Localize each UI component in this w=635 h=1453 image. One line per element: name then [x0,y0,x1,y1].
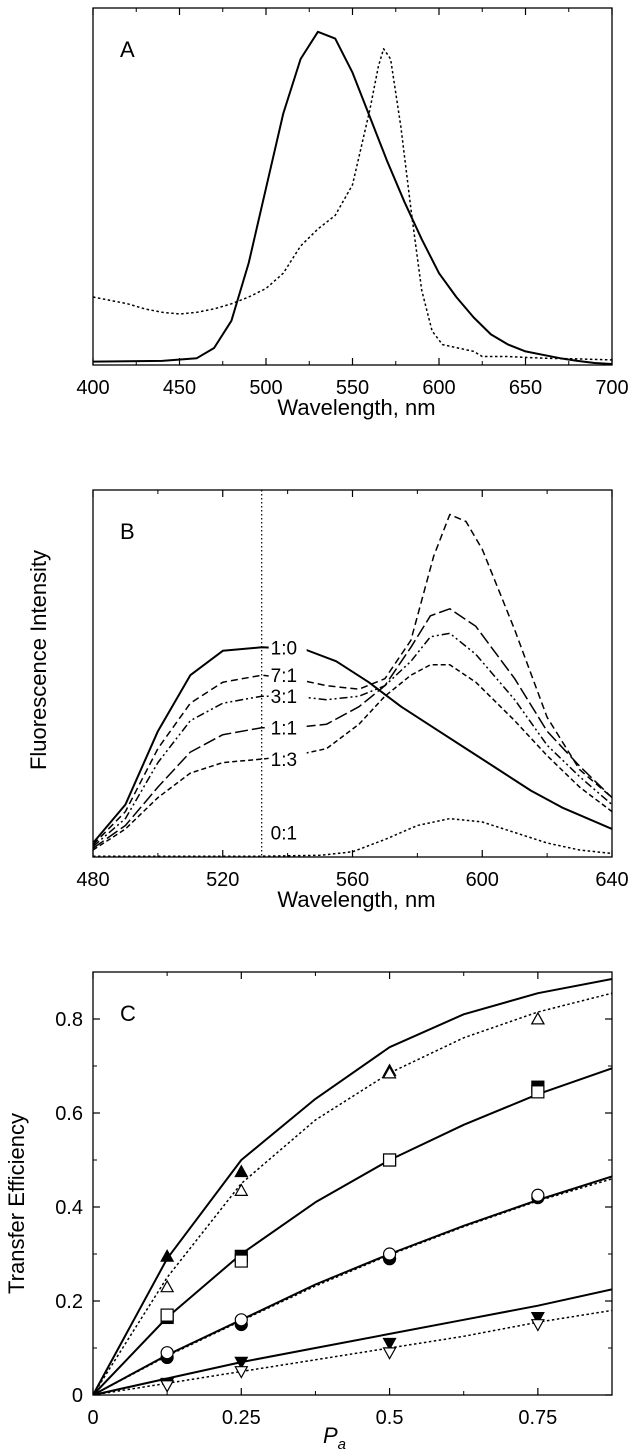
x-tick-label: 600 [466,869,499,891]
x-tick-label: 700 [595,377,628,399]
fit-curve-2 [93,1067,612,1395]
data-point-open-circle [382,1247,397,1261]
data-point-filled-triangle-down [234,1356,249,1370]
data-point-open-square [160,1308,174,1322]
x-tick-label: 0.5 [376,1407,404,1429]
data-point-filled-triangle-up [234,1164,249,1178]
series-line-7-1 [93,513,612,846]
x-tick-label: 0.25 [222,1407,261,1429]
curve-label: 1:1 [271,719,297,740]
curve-label-bg [268,749,307,771]
series-line-3-1 [93,632,612,848]
curve-label-bg [268,686,307,708]
y-axis-title: Transfer Efficiency [4,1113,29,1294]
chart-panel-B: 480 520 560 600 640 Wavelength, nm Fluorescenc… [26,489,629,912]
x-tick-label: 0.75 [518,1407,557,1429]
chart-panel-C: 0 0.25 0.5 0.75 0 0.2 0.4 0.6 0.8 Pa Transfer Effi… [4,971,613,1453]
curve-label: 3:1 [271,687,297,708]
data-point-open-circle [160,1346,174,1360]
x-axis-title: Pa [323,1423,346,1453]
curve-label: 7:1 [271,666,297,687]
data-point-filled-triangle-down [382,1337,397,1351]
x-tick-label: 480 [76,869,109,891]
panel-label: B [120,519,135,544]
series-line-1-3 [93,664,612,851]
fit-curve-3 [93,1175,612,1395]
x-tick-label: 400 [76,377,109,399]
data-point-open-triangle-up [234,1183,249,1196]
curve-label-bg [268,637,307,659]
x-tick-label: 500 [249,377,282,399]
panel-label: A [120,37,135,62]
data-point-open-circle [234,1313,248,1327]
fit-curve-0 [93,978,612,1395]
x-axis-title: Wavelength, nm [277,395,435,420]
curve-label: 0:1 [271,824,297,845]
data-point-open-square [382,1153,397,1167]
series-line-1-1 [93,608,612,849]
fit-curve-4 [93,1178,612,1395]
plot-frame [92,7,613,366]
y-tick-label: 0.6 [55,1103,83,1125]
curve-label-bg [268,665,307,687]
data-point-open-triangle-down [382,1347,397,1360]
data-point-open-square [234,1254,248,1268]
data-point-open-triangle-up [160,1279,175,1293]
data-point-open-triangle-down [234,1366,249,1379]
y-tick-label: 0.8 [55,1009,83,1031]
data-point-filled-triangle-up [160,1249,175,1262]
data-point-open-square [531,1085,545,1099]
x-tick-label: 600 [422,377,455,399]
x-tick-label: 0 [87,1407,98,1429]
panel-label: C [120,1001,136,1026]
x-tick-label: 550 [336,377,369,399]
fit-curve-1 [93,992,612,1395]
y-tick-label: 0.2 [55,1291,83,1313]
y-axis-title: Fluorescence Intensity [26,550,51,770]
curve-label: 1:0 [271,638,297,659]
y-tick-label: 0.4 [55,1197,83,1219]
x-axis-title-subscript: a [338,1436,346,1453]
series-line-1 [93,48,612,361]
x-tick-label: 560 [336,869,369,891]
data-point-open-circle [531,1188,545,1202]
fit-curve-5 [93,1288,612,1395]
curve-label-bg [268,717,307,739]
plot-frame [92,971,613,1396]
data-point-open-triangle-down [530,1319,545,1332]
plot-frame [92,489,613,858]
x-tick-label: 450 [163,377,196,399]
data-point-open-triangle-up [530,1011,545,1025]
curve-label-bg [268,822,307,844]
x-tick-label: 520 [206,869,239,891]
curve-label: 1:3 [271,750,297,771]
x-tick-label: 650 [509,377,542,399]
data-point-open-triangle-down [160,1380,175,1393]
series-line-0-1 [93,817,612,857]
x-tick-label: 640 [595,869,628,891]
data-point-filled-triangle-down [530,1312,545,1325]
series-line-0 [93,30,612,365]
chart-panel-A: 400 450 500 550 600 650 700 Wavelength, nm A [76,7,629,420]
y-tick-label: 0 [72,1385,83,1407]
series-line-1-0 [93,646,612,844]
x-axis-title: Wavelength, nm [277,887,435,912]
data-point-open-triangle-up [382,1065,397,1079]
